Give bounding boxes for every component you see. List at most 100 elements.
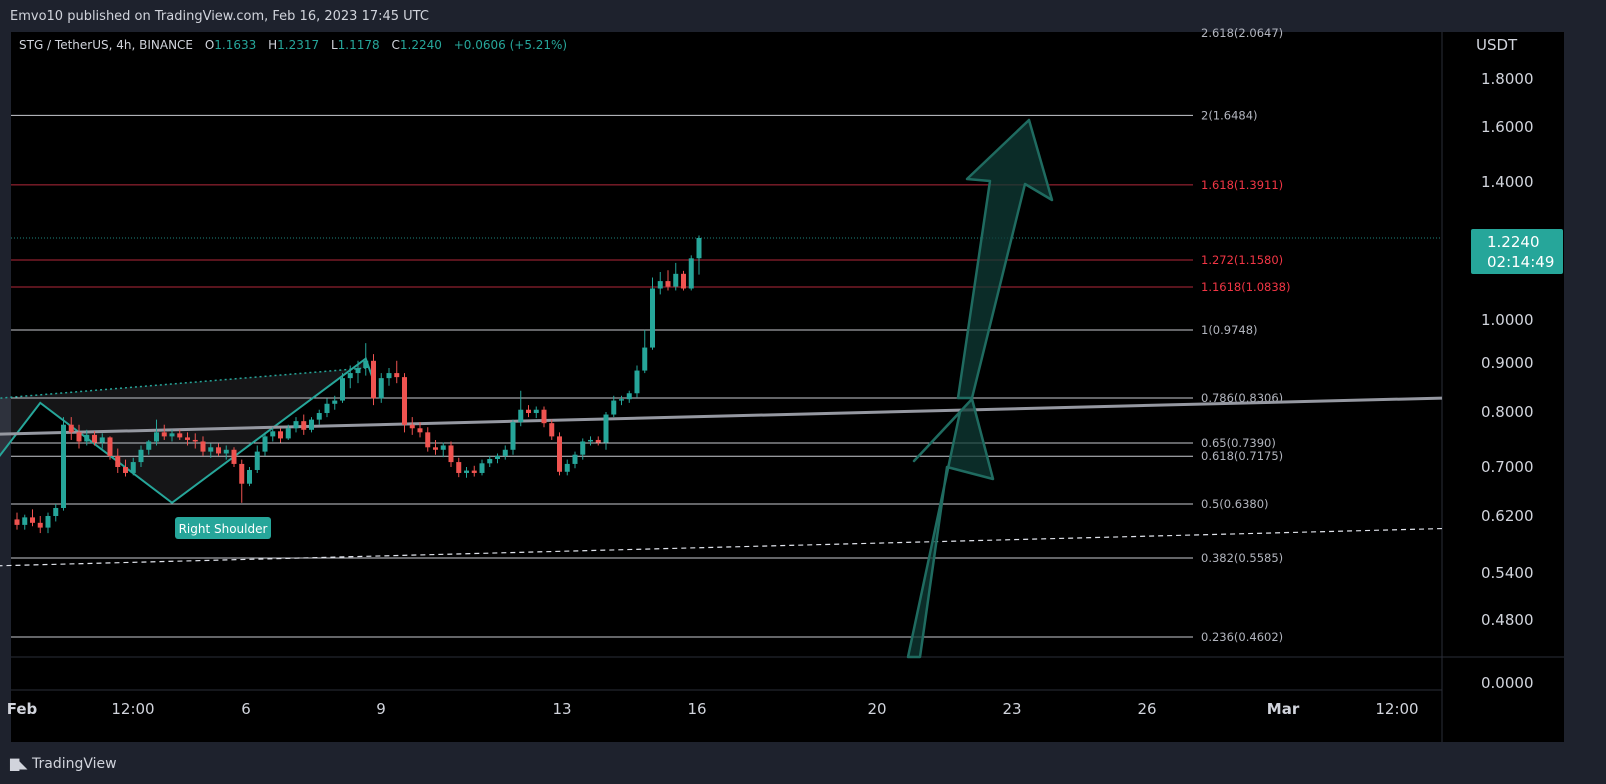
bar-countdown: 02:14:49 [1487,253,1555,271]
y-tick-label-1: 1.6000 [1481,118,1534,136]
candle-body-72 [572,454,578,464]
candle-body-80 [634,370,640,394]
candle-body-11 [99,437,105,443]
candle-body-70 [557,436,562,472]
candle-body-66 [526,409,531,414]
low-value: 1.1178 [337,38,380,52]
candle-body-33 [270,431,276,437]
candle-body-24 [200,441,206,452]
projection-arrow-upper[interactable] [956,118,1054,400]
right-shoulder-label[interactable]: Right Shoulder [175,517,271,539]
candle-body-45 [363,360,369,369]
candle-body-75 [595,439,601,443]
candle-body-46 [371,360,376,399]
trendlines[interactable] [0,367,1443,567]
y-tick-label-10: 0.0000 [1481,674,1534,692]
fib-label-4: 1.1618(1.0838) [1201,280,1290,294]
candle-body-58 [464,470,469,473]
candle-body-29 [239,463,245,484]
candle-body-49 [394,373,400,378]
candle-body-16 [138,449,144,463]
candle-body-31 [254,451,260,470]
right-shoulder-label-text: Right Shoulder [179,522,268,536]
x-tick-label-0: Feb [7,700,38,718]
open-label: O [204,38,215,52]
candle-body-7 [68,424,74,433]
footer-bar [0,742,1606,784]
candle-body-13 [115,455,121,467]
trendline-lower-dashed[interactable] [0,527,1443,567]
tradingview-brand: TradingView [32,756,117,772]
candle-body-6 [61,424,66,508]
right-shoulder-label-bg [175,517,271,539]
candle-body-15 [130,462,136,473]
fib-label-8: 0.618(0.7175) [1201,449,1283,463]
candle-body-9 [84,434,90,442]
candle-body-27 [223,449,229,454]
x-tick-label-6: 20 [867,700,886,718]
time-axis-bg[interactable] [11,690,1442,742]
x-tick-label-8: 26 [1137,700,1156,718]
candle-body-48 [386,373,392,379]
candle-body-60 [479,463,485,473]
trendline-upper-dotted[interactable] [0,367,366,401]
candle-body-39 [316,413,322,420]
candle-body-57 [456,462,462,473]
candle-body-17 [146,441,152,450]
candle-body-74 [588,439,593,442]
candle-body-5 [53,508,59,516]
candle-body-18 [154,432,159,442]
plot-area[interactable] [11,32,1442,690]
candle-body-76 [603,414,609,443]
candle-body-53 [425,432,431,448]
candle-body-71 [564,463,570,472]
candle-body-52 [417,428,423,433]
candle-body-22 [185,437,190,440]
candle-body-42 [340,378,345,401]
candle-body-20 [169,433,175,437]
close-label: C [391,38,400,52]
candle-body-40 [324,403,330,414]
candle-body-0 [14,519,20,525]
tradingview-logo-icon: ▇◣ [10,757,27,771]
candle-body-82 [650,288,655,348]
candle-body-81 [642,347,648,371]
high-value: 1.2317 [277,38,320,52]
last-price-badge: 1.2240 02:14:49 [1471,229,1563,274]
open-value: 1.1633 [214,38,257,52]
candle-body-50 [402,377,407,425]
time-axis-labels: Feb 12:00 6 9 13 16 20 23 26 Mar 12:00 [7,700,1419,718]
candle-body-67 [533,409,539,414]
y-tick-label-8: 0.5400 [1481,564,1534,582]
currency-unit[interactable]: USDT [1476,36,1518,54]
x-tick-label-10: 12:00 [1375,700,1418,718]
y-tick-label-5: 0.8000 [1481,403,1534,421]
x-tick-label-9: Mar [1267,700,1300,718]
candle-body-84 [665,281,671,287]
fibonacci-extension[interactable]: 2.618(2.0647) 2(1.6484) 1.618(1.3911) 1.272… [11,26,1442,644]
trendline-neckline[interactable] [0,396,1443,436]
candle-body-69 [549,423,555,437]
projection-arrows[interactable] [906,118,1054,659]
fib-label-7: 0.65(0.7390) [1201,436,1276,450]
y-tick-label-6: 0.7000 [1481,458,1534,476]
candle-body-21 [177,433,183,438]
tradingview-logo[interactable]: ▇◣ TradingView [10,756,117,772]
publisher-bar: Emvo10 published on TradingView.com, Feb… [0,0,1606,32]
fib-label-2: 1.618(1.3911) [1201,178,1283,192]
close-value: 1.2240 [399,38,442,52]
candle-body-62 [495,455,500,459]
y-tick-label-0: 1.8000 [1481,70,1534,88]
projection-arrow-lower[interactable] [906,397,995,659]
symbol-legend[interactable]: STG / TetherUS, 4h, BINANCE O1.1633 H1.2… [19,38,567,52]
x-tick-label-2: 6 [241,700,251,718]
candle-body-19 [161,432,167,437]
candle-body-35 [285,428,291,439]
price-axis-bg[interactable] [1442,32,1564,742]
x-tick-label-3: 9 [376,700,386,718]
candle-body-10 [92,434,97,443]
publisher-text: Emvo10 published on TradingView.com, Feb… [10,9,429,24]
candle-body-47 [378,378,384,399]
fib-label-3: 1.272(1.1580) [1201,253,1283,267]
